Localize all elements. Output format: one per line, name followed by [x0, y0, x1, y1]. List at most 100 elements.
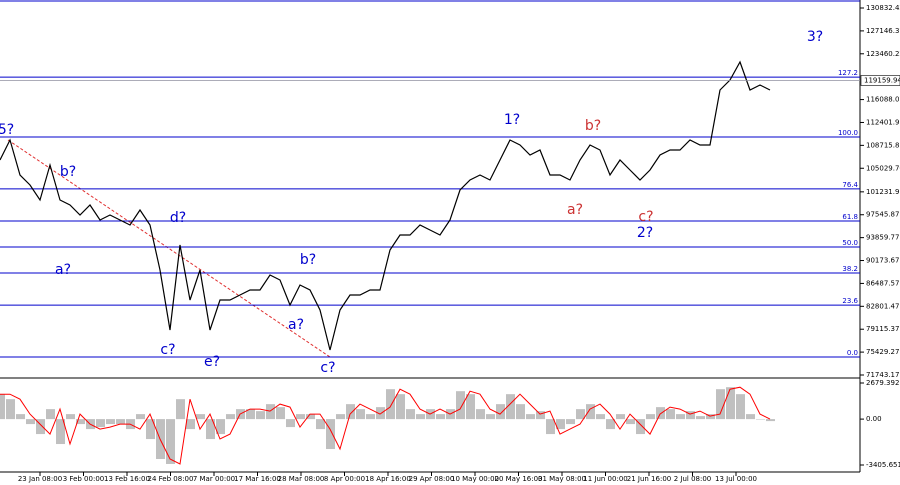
macd-bar [266, 404, 275, 420]
x-tick-label: 20 May 16:00 [494, 475, 542, 483]
fib-label: 38.2 [842, 265, 858, 273]
wave-label: b? [60, 164, 76, 180]
fib-label: 100.0 [838, 129, 858, 137]
macd-bar [206, 419, 215, 440]
macd-bar [346, 404, 355, 420]
macd-bar [766, 419, 775, 422]
x-tick-label: 10 May 00:00 [451, 475, 499, 483]
x-tick-label: 21 Jun 16:00 [627, 475, 671, 483]
macd-bar [616, 414, 625, 420]
macd-bar [516, 404, 525, 420]
macd-bar [386, 389, 395, 420]
macd-bar [646, 414, 655, 420]
macd-bar [176, 399, 185, 420]
macd-bar [696, 416, 705, 420]
wave-label: a? [55, 262, 71, 278]
macd-bar [596, 414, 605, 420]
x-tick-label: 7 Mar 00:00 [193, 475, 235, 483]
macd-bar [536, 411, 545, 420]
x-tick-label: 13 Feb 16:00 [104, 475, 150, 483]
x-tick-label: 13 Jul 00:00 [715, 475, 757, 483]
macd-bar [136, 414, 145, 420]
macd-bar [216, 419, 225, 435]
y-tick-label: 101231.91 [866, 188, 900, 196]
macd-bar [586, 404, 595, 420]
fib-label: 127.2 [838, 69, 858, 77]
current-price-label: 119159.94 [864, 76, 900, 84]
price-line [0, 60, 771, 351]
fib-label: 61.8 [842, 213, 858, 221]
y-tick-label: 0.00 [866, 415, 882, 423]
macd-bar [186, 419, 195, 430]
macd-bar [636, 419, 645, 435]
fib-label: 76.4 [842, 181, 858, 189]
wave-label: c? [160, 342, 175, 358]
macd-bar [556, 419, 565, 430]
macd-bar [416, 414, 425, 420]
macd-bar [486, 414, 495, 420]
macd-bar [466, 394, 475, 420]
y-tick-label: -3405.651 [866, 461, 900, 469]
macd-bar [316, 419, 325, 430]
macd-bar [16, 414, 25, 420]
macd-bar [716, 389, 725, 420]
macd-bar [706, 414, 715, 420]
x-tick-label: 2 Jul 08:00 [674, 475, 712, 483]
x-tick-label: 8 Apr 00:00 [324, 475, 365, 483]
x-tick-label: 29 Apr 08:00 [409, 475, 455, 483]
macd-bar [286, 419, 295, 428]
macd-bar [336, 414, 345, 420]
macd-bar [576, 409, 585, 420]
macd-bar [56, 419, 65, 445]
y-tick-label: 71743.17 [866, 371, 899, 379]
wave-label: d? [170, 210, 186, 226]
x-tick-label: 18 Apr 16:00 [365, 475, 411, 483]
macd-bar [506, 394, 515, 420]
macd-bar [746, 414, 755, 420]
macd-bar [196, 414, 205, 420]
macd-bar [306, 414, 315, 420]
macd-bar [566, 419, 575, 425]
macd-bar [0, 394, 5, 420]
y-tick-label: 116088.07 [866, 96, 900, 104]
wave-label: c? [638, 209, 653, 225]
wave-label: e? [204, 354, 220, 370]
y-tick-label: 112401.91 [866, 118, 900, 126]
macd-bar [26, 419, 35, 425]
macd-bar [326, 419, 335, 450]
macd-bar [166, 419, 175, 464]
x-tick-label: 3 Feb 00:00 [63, 475, 104, 483]
wave-label: a? [288, 317, 304, 333]
y-tick-label: 108715.81 [866, 141, 900, 149]
macd-bar [436, 414, 445, 420]
macd-bar [526, 414, 535, 420]
macd-bar [76, 419, 85, 425]
macd-bar [606, 419, 615, 430]
wave-label: b? [300, 252, 316, 268]
y-tick-label: 2679.392 [866, 379, 899, 387]
macd-bar [106, 419, 115, 425]
y-tick-label: 82801.47 [866, 302, 899, 310]
x-tick-label: 17 Mar 16:00 [234, 475, 281, 483]
macd-bar [496, 404, 505, 420]
y-tick-label: 130832.42 [866, 4, 900, 12]
macd-bar [726, 387, 735, 420]
macd-bar [116, 419, 125, 425]
y-tick-label: 105029.76 [866, 164, 900, 172]
macd-bar [246, 409, 255, 420]
wave-label: 1? [504, 112, 520, 128]
macd-bar [366, 414, 375, 420]
macd-bar [626, 419, 635, 425]
y-tick-label: 79115.37 [866, 325, 899, 333]
macd-bar [666, 409, 675, 420]
wave-label: a? [567, 202, 583, 218]
macd-bar [36, 419, 45, 435]
macd-bar [96, 419, 105, 428]
x-tick-label: 11 Jun 00:00 [583, 475, 627, 483]
fib-label: 0.0 [847, 349, 858, 357]
macd-bar [476, 409, 485, 420]
signal-line [0, 386, 771, 465]
wave-label: 2? [637, 225, 653, 241]
macd-bar [396, 394, 405, 420]
